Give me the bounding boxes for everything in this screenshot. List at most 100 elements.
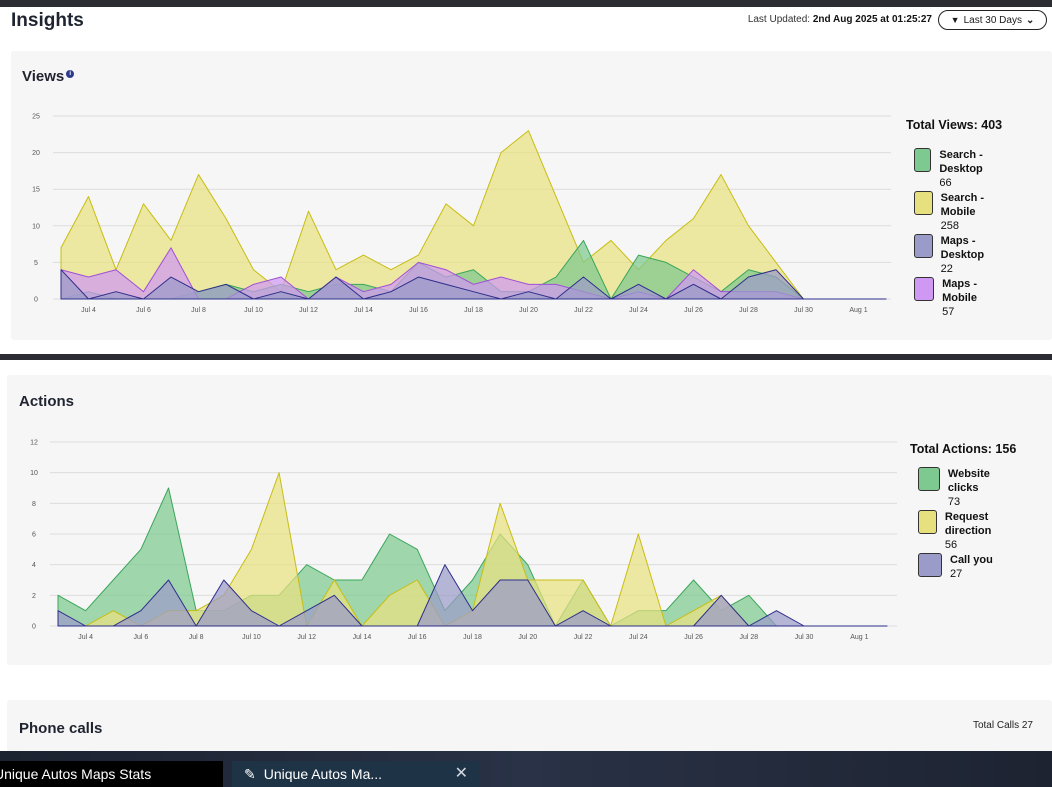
views-x-tick-label: Jul 24	[629, 307, 648, 314]
close-icon[interactable]: ✕	[454, 765, 468, 782]
views-x-tick-label: Jul 4	[81, 307, 96, 314]
taskbar-tab-stats-label: Unique Autos Maps Stats	[0, 766, 152, 782]
top-bar	[0, 0, 1052, 7]
phone-calls-title: Phone calls	[19, 720, 103, 737]
page-title: Insights	[11, 10, 84, 31]
actions-legend-swatch	[918, 510, 937, 534]
actions-legend: Total Actions: 156 Website clicks 73 Reque…	[910, 442, 1017, 580]
views-x-tick-label: Jul 20	[519, 307, 538, 314]
views-legend-swatch	[914, 277, 935, 301]
actions-y-tick-label: 10	[30, 470, 38, 477]
filter-icon: ▼	[950, 15, 960, 25]
taskbar-tab-stats[interactable]: Unique Autos Maps Stats	[0, 761, 223, 787]
taskbar-tab-editor-label: Unique Autos Ma...	[263, 766, 383, 782]
views-legend-item[interactable]: Search - Desktop 66	[914, 148, 1002, 190]
actions-total: Total Actions: 156	[910, 442, 1017, 456]
actions-y-tick-label: 0	[32, 624, 36, 631]
views-legend-item[interactable]: Maps - Desktop 22	[914, 234, 1002, 276]
views-title: Views i	[22, 68, 75, 85]
views-x-tick-label: Jul 30	[794, 307, 813, 314]
actions-legend-label: Request direction	[944, 511, 992, 537]
last-updated: Last Updated: 2nd Aug 2025 at 01:25:27	[748, 14, 932, 25]
views-title-text: Views	[22, 68, 65, 85]
views-legend-value: 22	[940, 263, 953, 275]
views-legend-value: 258	[940, 220, 959, 232]
actions-x-tick-label: Jul 10	[242, 634, 261, 641]
actions-y-tick-label: 12	[30, 440, 38, 447]
views-legend-value: 66	[939, 177, 952, 189]
last-updated-value: 2nd Aug 2025 at 01:25:27	[812, 14, 932, 25]
views-legend-label: Search - Mobile	[940, 192, 985, 218]
taskbar: Unique Autos Maps Stats ✎ Unique Autos M…	[0, 751, 1052, 787]
actions-legend-value: 73	[947, 496, 961, 508]
actions-y-tick-label: 2	[32, 593, 36, 600]
actions-card: Actions 0 2 4 6 8 10 12 Jul 4 Jul 6 Jul 8 Jul 10 Ju…	[7, 375, 1052, 665]
views-x-tick-label: Jul 16	[409, 307, 428, 314]
views-legend-item[interactable]: Search - Mobile 258	[914, 191, 1002, 233]
views-y-tick-label: 20	[32, 150, 40, 157]
phone-calls-total: Total Calls 27	[972, 720, 1033, 731]
views-series-search-mobile	[60, 130, 887, 300]
actions-y-tick-label: 6	[32, 532, 36, 539]
views-total: Total Views: 403	[906, 118, 1003, 132]
views-y-tick-label: 10	[32, 223, 40, 230]
actions-x-tick-label: Jul 8	[189, 634, 204, 641]
views-y-tick-label: 5	[34, 260, 38, 267]
actions-x-tick-label: Jul 14	[353, 634, 372, 641]
actions-legend-item[interactable]: Request direction 56	[918, 510, 1016, 552]
actions-x-tick-label: Jul 22	[574, 634, 593, 641]
chevron-down-icon: ⌄	[1025, 14, 1035, 26]
views-x-tick-label: Jul 8	[191, 307, 206, 314]
views-x-tick-label: Jul 6	[136, 307, 151, 314]
actions-x-tick-label: Jul 12	[297, 634, 316, 641]
actions-x-tick-label: Jul 26	[684, 634, 703, 641]
views-y-tick-label: 15	[32, 187, 40, 194]
views-legend-swatch	[914, 191, 933, 215]
date-range-label: Last 30 Days	[963, 14, 1022, 26]
info-icon[interactable]: i	[66, 70, 75, 78]
views-x-tick-label: Jul 12	[299, 307, 318, 314]
actions-x-tick-label: Jul 20	[518, 634, 537, 641]
actions-y-tick-label: 8	[32, 501, 36, 508]
views-legend-swatch	[914, 234, 933, 258]
actions-x-tick-label: Jul 28	[739, 634, 758, 641]
actions-legend-swatch	[918, 467, 940, 491]
actions-x-tick-label: Jul 30	[795, 634, 814, 641]
actions-legend-item[interactable]: Call you 27	[918, 553, 993, 581]
views-x-tick-label: Jul 18	[464, 307, 483, 314]
actions-legend-value: 56	[944, 539, 958, 551]
views-legend-label: Maps - Desktop	[940, 235, 985, 261]
actions-x-tick-label: Jul 16	[408, 634, 427, 641]
date-range-button[interactable]: ▼ Last 30 Days ⌄	[938, 10, 1047, 30]
views-x-tick-label: Jul 26	[684, 307, 703, 314]
actions-legend-item[interactable]: Website clicks 73	[918, 467, 1016, 509]
actions-legend-label: Website clicks	[947, 468, 990, 494]
actions-y-tick-label: 4	[32, 562, 36, 569]
views-legend: Total Views: 403 Search - Desktop 66 Searc…	[906, 118, 1003, 318]
pencil-icon: ✎	[244, 766, 256, 782]
views-legend-item[interactable]: Maps - Mobile 57	[914, 277, 1002, 319]
actions-x-tick-label: Jul 18	[463, 634, 482, 641]
actions-legend-value: 27	[950, 568, 963, 580]
actions-legend-swatch	[918, 553, 942, 577]
last-updated-label: Last Updated:	[747, 14, 811, 25]
views-y-tick-label: 0	[34, 297, 38, 304]
actions-legend-label: Call you	[950, 554, 993, 566]
views-y-tick-label: 25	[32, 114, 40, 121]
views-x-tick-label: Jul 22	[574, 307, 593, 314]
views-legend-label: Maps - Mobile	[942, 278, 977, 304]
views-series-maps-desktop	[60, 269, 887, 300]
views-x-tick-label: Jul 28	[739, 307, 758, 314]
actions-chart: 0 2 4 6 8 10 12 Jul 4 Jul 6 Jul 8 Jul 10 Jul 12 Jul …	[30, 440, 897, 641]
views-legend-value: 57	[942, 306, 955, 318]
views-x-tick-label: Jul 10	[244, 307, 263, 314]
actions-x-tick-label: Jul 4	[78, 634, 93, 641]
actions-title: Actions	[19, 393, 75, 410]
phone-calls-card: Phone calls Total Calls 27	[7, 700, 1052, 760]
taskbar-tab-editor[interactable]: ✎ Unique Autos Ma... ✕	[232, 761, 480, 787]
views-card: Views i 0 5 10 15 20 25 Jul 4 Jul 6 Jul 8 Jul 10 Ju…	[11, 51, 1052, 340]
views-x-tick-label: Jul 14	[354, 307, 373, 314]
actions-x-tick-label: Jul 6	[134, 634, 149, 641]
views-legend-label: Search - Desktop	[939, 149, 983, 175]
views-chart: 0 5 10 15 20 25 Jul 4 Jul 6 Jul 8 Jul 10 Jul 12 Jul…	[32, 114, 891, 314]
